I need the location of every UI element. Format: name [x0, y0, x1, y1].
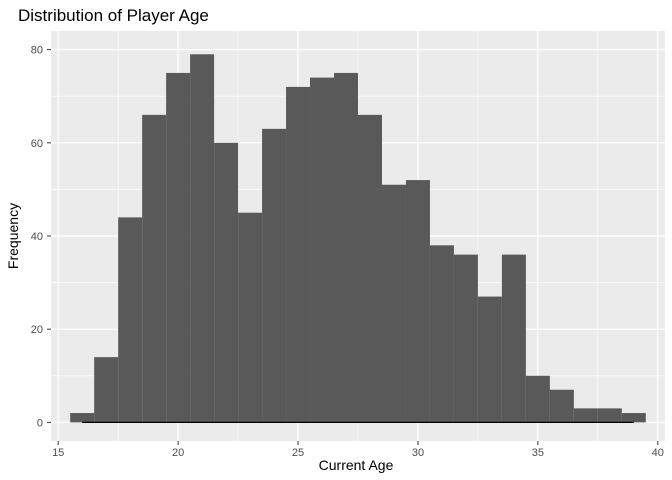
histogram-bar	[621, 413, 646, 423]
histogram-bar	[286, 86, 311, 423]
y-tick-label: 80	[31, 45, 43, 57]
histogram-bar	[381, 184, 406, 423]
x-axis-ticks: 15 20 25 30 35 40	[52, 441, 664, 459]
histogram-bar	[501, 254, 526, 423]
x-tick-label: 35	[532, 447, 544, 459]
x-tick-label: 20	[172, 447, 184, 459]
y-tick-label: 0	[37, 417, 43, 429]
chart-title: Distribution of Player Age	[18, 6, 209, 25]
histogram-bar	[597, 408, 622, 423]
x-tick-label: 40	[652, 447, 664, 459]
histogram-bar	[573, 408, 598, 423]
y-tick-label: 20	[31, 324, 43, 336]
x-tick-label: 30	[412, 447, 424, 459]
histogram-bar	[190, 54, 215, 423]
histogram-bar	[334, 72, 358, 423]
histogram-bar	[142, 114, 167, 423]
histogram-bar	[310, 77, 335, 423]
histogram-bar	[70, 413, 95, 423]
histogram-bar	[453, 254, 478, 423]
histogram-bar	[118, 217, 143, 423]
x-tick-label: 15	[52, 447, 64, 459]
histogram-bar	[166, 72, 191, 423]
x-tick-label: 25	[292, 447, 304, 459]
histogram-bar	[477, 296, 502, 423]
x-axis-title: Current Age	[319, 457, 394, 473]
y-axis-title: Frequency	[5, 203, 21, 269]
y-tick-label: 40	[31, 231, 43, 243]
histogram-bar	[358, 114, 382, 423]
histogram-bar	[429, 245, 454, 423]
y-tick-label: 60	[31, 138, 43, 150]
histogram-bar	[214, 142, 239, 423]
histogram-bar	[525, 375, 550, 423]
histogram-bars	[70, 54, 646, 423]
histogram-bar	[94, 357, 119, 423]
histogram-bar	[405, 180, 430, 423]
histogram-bar	[238, 212, 263, 423]
y-axis-ticks: 0 20 40 60 80	[31, 45, 51, 429]
histogram-bar	[549, 389, 574, 423]
histogram-bar	[262, 128, 287, 423]
